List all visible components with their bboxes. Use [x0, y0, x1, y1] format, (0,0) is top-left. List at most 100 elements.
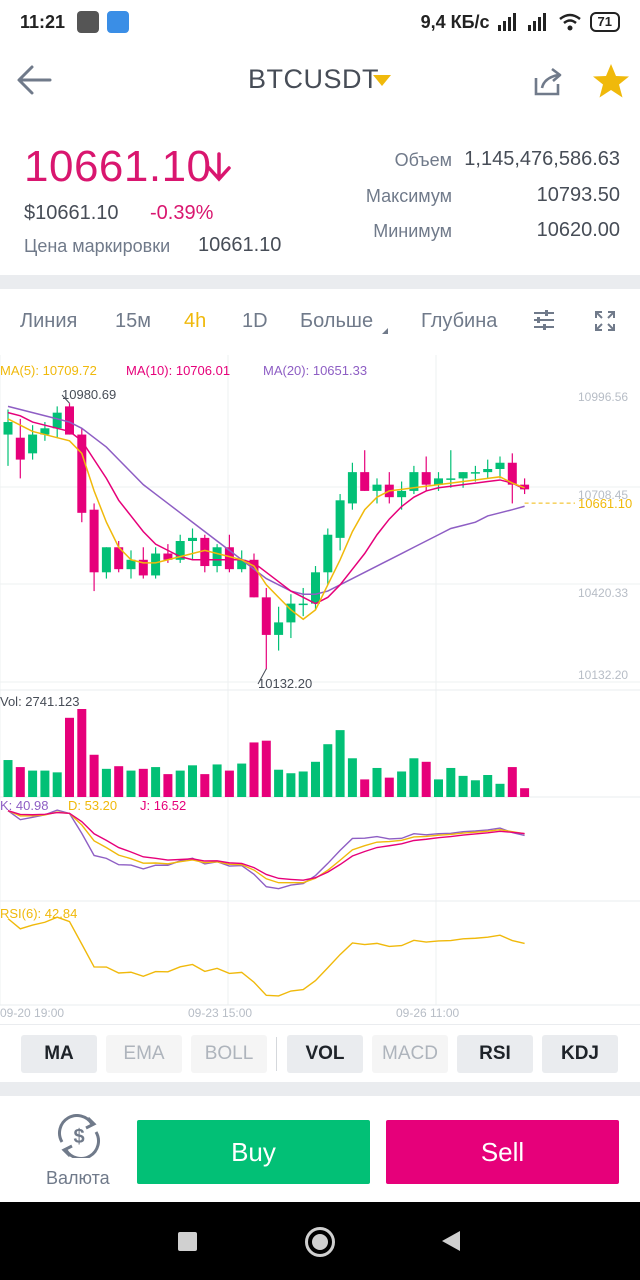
tab-more[interactable]: Больше [300, 310, 374, 332]
high-leader [61, 394, 70, 404]
indicator-kdj-button[interactable]: KDJ [542, 1035, 618, 1073]
volume-bar [200, 774, 210, 797]
back-arrow-icon[interactable] [14, 60, 54, 100]
candle-body [188, 537, 197, 541]
buy-button[interactable]: Buy [137, 1120, 370, 1184]
volume-value: 1,145,476,586.63 [464, 148, 620, 170]
star-icon[interactable] [592, 62, 630, 100]
volume-bar [347, 758, 357, 797]
volume-bar [397, 771, 407, 797]
candle-body [421, 472, 431, 485]
volume-bar [274, 769, 284, 797]
currency-label[interactable]: Валюта [46, 1168, 110, 1188]
volume-bar [15, 767, 25, 797]
candle-body [360, 472, 370, 491]
network-speed: 9,4 КБ/с [420, 11, 490, 32]
nav-back-icon[interactable] [441, 1230, 461, 1252]
high-annotation: 10980.69 [62, 387, 117, 402]
volume-bar [483, 775, 493, 797]
currency-switch-icon[interactable]: $ [52, 1114, 106, 1158]
indicator-divider [276, 1037, 277, 1071]
indicator-rsi-button[interactable]: RSI [457, 1035, 533, 1073]
system-nav-bar [0, 1202, 640, 1280]
bottom-actions: $ Валюта Buy Sell [0, 1100, 640, 1202]
ma10-line [7, 411, 525, 605]
candle-body [286, 603, 296, 623]
volume-legend: Vol: 2741.123 [0, 694, 80, 709]
ma5-line [7, 418, 525, 621]
volume-bar [311, 761, 320, 797]
kdj-k-line [7, 809, 525, 890]
volume-bar [298, 771, 308, 797]
pair-title[interactable]: BTCUSDT [248, 64, 379, 94]
indicator-ema-button[interactable]: EMA [106, 1035, 182, 1073]
volume-label: Объем [394, 150, 452, 170]
volume-bar [138, 768, 148, 797]
volume-bar [261, 740, 271, 797]
indicator-boll-button[interactable]: BOLL [191, 1035, 267, 1073]
tab-depth[interactable]: Глубина [421, 310, 498, 332]
price-panel: 10661.10 $10661.10 -0.39% Цена маркировк… [0, 120, 640, 275]
candle-body [458, 472, 468, 479]
candle-body [114, 547, 124, 570]
candle-body [138, 559, 148, 576]
volume-bar [65, 717, 74, 797]
candle-body [470, 472, 480, 474]
volume-bar [335, 730, 345, 797]
tab-1d[interactable]: 1D [242, 310, 268, 332]
volume-bar [3, 760, 13, 797]
candle-body [249, 559, 259, 598]
section-divider [0, 275, 640, 289]
indicator-macd-button[interactable]: MACD [372, 1035, 448, 1073]
section-divider-2 [0, 1082, 640, 1096]
x-tick-2: 09-23 15:00 [188, 1006, 253, 1020]
candle-body [397, 490, 407, 498]
caret-down-icon[interactable] [372, 74, 392, 88]
arrow-down-icon [207, 152, 231, 182]
candle-body [261, 597, 271, 635]
tab-4h[interactable]: 4h [184, 310, 207, 332]
candle-body [77, 434, 87, 513]
y-tick-3: 10420.33 [578, 586, 629, 600]
ma10-legend: MA(10): 10706.01 [126, 363, 231, 378]
candle-body [101, 547, 111, 573]
share-icon[interactable] [532, 66, 564, 98]
kdj-j-legend: J: 16.52 [140, 798, 187, 813]
home-icon[interactable] [305, 1227, 335, 1257]
indicator-vol-button[interactable]: VOL [287, 1035, 363, 1073]
y-tick-2: 10708.45 [578, 488, 629, 502]
volume-bar [28, 770, 38, 797]
indicator-ma-button[interactable]: MA [21, 1035, 97, 1073]
volume-bar [77, 709, 87, 797]
kline-chart[interactable]: MA(5): 10709.72 MA(10): 10706.01 MA(20):… [0, 355, 640, 1023]
candle-body [298, 603, 308, 606]
volume-bar [175, 770, 185, 797]
candle-body [323, 534, 333, 573]
candle-body [347, 472, 357, 504]
usd-price: $10661.10 [24, 202, 119, 224]
tab-15m[interactable]: 15м [115, 310, 151, 332]
tab-line[interactable]: Линия [20, 310, 78, 332]
volume-bar [126, 770, 136, 797]
volume-bar [224, 770, 234, 797]
voice-icon [107, 11, 130, 33]
volume-bar [421, 761, 431, 797]
high-value: 10793.50 [536, 184, 620, 206]
candle-body [15, 437, 25, 460]
chart-toolbar: Линия 15м 4h 1D Больше Глубина [0, 292, 640, 350]
svg-text:$: $ [73, 1126, 84, 1148]
candle-body [52, 412, 62, 429]
volume-bar [89, 754, 99, 797]
indicator-bar: MA EMA BOLL VOL MACD RSI KDJ [0, 1024, 640, 1082]
volume-bar [286, 773, 296, 797]
settings-sliders-icon[interactable] [532, 308, 556, 332]
volume-bar [495, 783, 505, 797]
volume-bar [384, 777, 394, 797]
kdj-j-line [7, 810, 525, 881]
sell-button[interactable]: Sell [386, 1120, 619, 1184]
signal-icon [497, 13, 516, 31]
more-caret-icon [382, 328, 388, 334]
recents-icon[interactable] [178, 1232, 197, 1251]
fullscreen-icon[interactable] [594, 310, 616, 332]
candle-body [507, 462, 517, 485]
